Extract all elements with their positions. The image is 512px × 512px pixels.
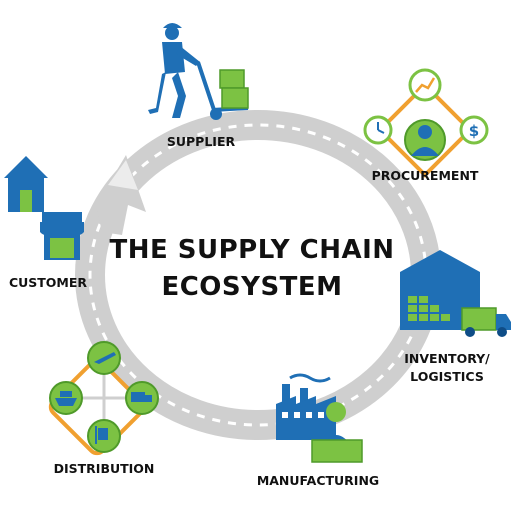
label-inventory-line2: LOGISTICS — [410, 369, 484, 384]
label-inventory-line1: INVENTORY/ — [404, 351, 490, 366]
storefront-icon — [40, 212, 84, 260]
distribution-network-icon — [48, 341, 159, 456]
title-line-2: ECOSYSTEM — [161, 272, 342, 302]
svg-text:$: $ — [469, 122, 479, 140]
factory-icon — [276, 373, 363, 463]
procurement-network-icon: $ — [363, 68, 489, 178]
title-line-1: THE SUPPLY CHAIN — [109, 235, 394, 265]
warehouse-icon — [400, 250, 480, 330]
label-manufacturing: MANUFACTURING — [257, 473, 379, 488]
label-distribution: DISTRIBUTION — [54, 461, 155, 476]
label-procurement: PROCUREMENT — [372, 168, 479, 183]
label-supplier: SUPPLIER — [167, 134, 236, 149]
cycle-arrow-icon — [96, 155, 146, 235]
truck-icon — [461, 307, 511, 337]
house-icon — [4, 156, 48, 212]
label-customer: CUSTOMER — [9, 275, 87, 290]
worker-with-dolly-icon — [148, 23, 249, 120]
